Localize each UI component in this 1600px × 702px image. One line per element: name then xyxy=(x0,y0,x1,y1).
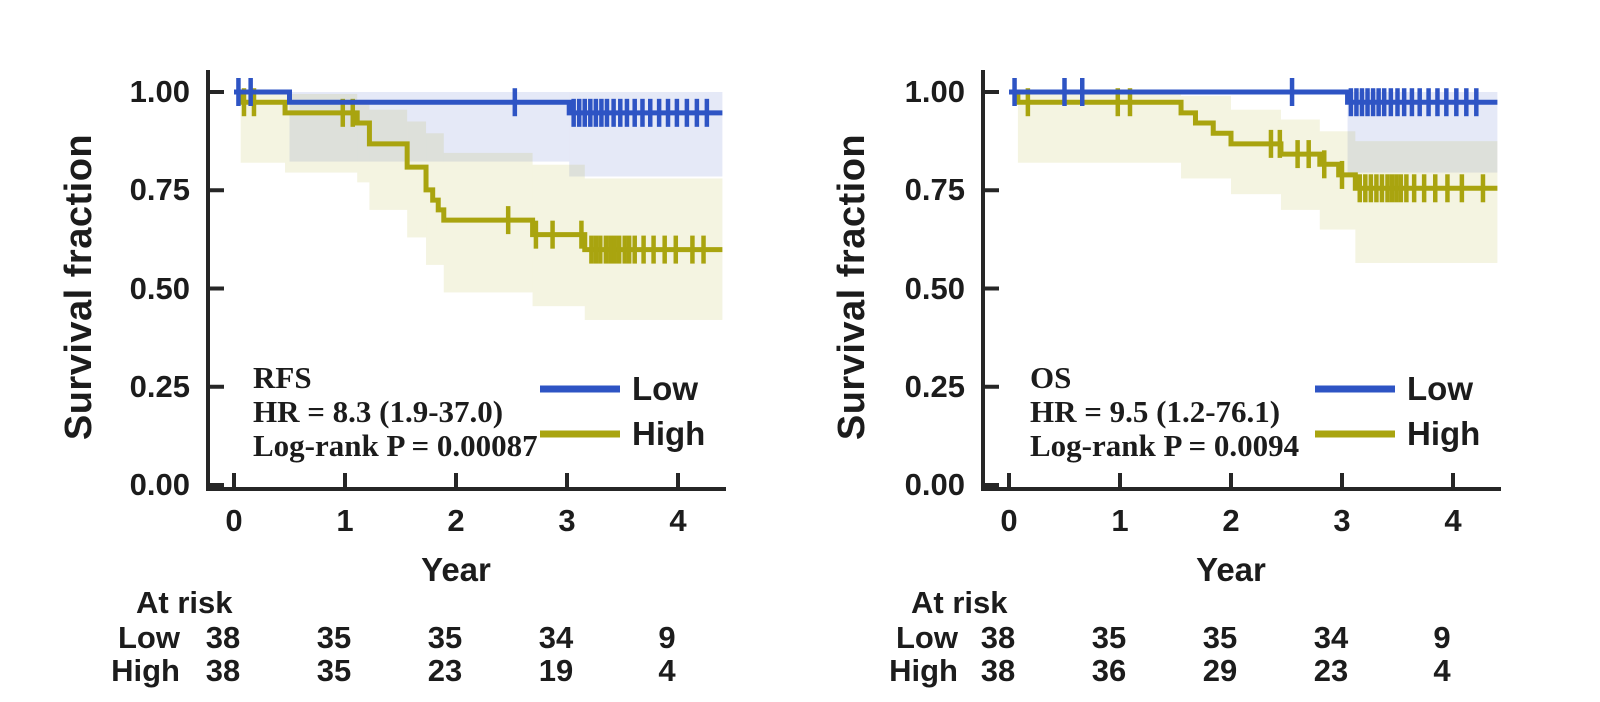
high-ci-band xyxy=(1231,109,1281,195)
y-tick-label: 0.00 xyxy=(904,467,965,502)
km-panel-rfs: Survival fraction Year RFS HR = 8.3 (1.9… xyxy=(58,70,726,688)
at-risk-row-label-low: Low xyxy=(896,620,958,655)
high-ci-band xyxy=(443,152,533,293)
x-tick-label: 1 xyxy=(1111,503,1129,538)
y-tick-label: 0.50 xyxy=(904,270,965,306)
survival-plot-os xyxy=(981,70,1501,491)
at-risk-count: 29 xyxy=(1202,653,1238,688)
y-tick-label: 0.75 xyxy=(904,172,965,208)
at-risk-count: 34 xyxy=(1313,620,1349,655)
at-risk-count: 38 xyxy=(980,653,1016,688)
at-risk-heading: At risk xyxy=(136,585,233,620)
y-tick-label: 0.75 xyxy=(129,172,190,208)
at-risk-count: 34 xyxy=(538,620,574,655)
high-ci-band xyxy=(407,121,427,238)
x-tick-label: 2 xyxy=(447,503,465,538)
at-risk-count: 9 xyxy=(658,620,676,655)
x-tick-label: 1 xyxy=(336,503,354,538)
high-survival-curve xyxy=(1009,89,1498,191)
legend-label-low: Low xyxy=(1407,370,1473,407)
y-tick-label: 0.25 xyxy=(129,368,190,404)
x-tick-label: 3 xyxy=(1333,503,1351,538)
x-tick-label: 4 xyxy=(1444,503,1462,538)
at-risk-row-label-low: Low xyxy=(118,620,180,655)
y-tick-label: 0.25 xyxy=(904,368,965,404)
high-ci-band xyxy=(357,99,370,183)
high-ci-band xyxy=(1319,131,1356,230)
high-ci-band xyxy=(369,109,408,210)
at-risk-count: 35 xyxy=(427,620,463,655)
legend-label-low: Low xyxy=(632,370,698,407)
km-panel-os: Survival fraction Year OS HR = 9.5 (1.2-… xyxy=(800,0,1600,702)
x-tick-label: 2 xyxy=(1222,503,1240,538)
axes xyxy=(206,70,726,491)
low-censor-ticks xyxy=(1012,78,1479,117)
at-risk-count: 23 xyxy=(427,653,463,688)
y-tick-label: 0.00 xyxy=(129,467,190,502)
at-risk-count: 38 xyxy=(205,653,241,688)
x-tick-label: 0 xyxy=(1000,503,1018,538)
low-censor-ticks xyxy=(236,78,710,127)
x-tick-label: 3 xyxy=(558,503,576,538)
hazard-ratio-text: HR = 8.3 (1.9-37.0) xyxy=(253,394,504,429)
at-risk-count: 4 xyxy=(658,653,676,688)
logrank-p-text: Log-rank P = 0.0094 xyxy=(1030,428,1300,463)
at-risk-count: 19 xyxy=(538,653,574,688)
at-risk-count: 38 xyxy=(980,620,1016,655)
at-risk-count: 35 xyxy=(316,620,352,655)
high-survival-curve xyxy=(234,89,723,253)
hazard-ratio-text: HR = 9.5 (1.2-76.1) xyxy=(1030,394,1281,429)
low-survival-curve xyxy=(1009,89,1498,105)
high-censor-ticks xyxy=(1025,88,1486,203)
legend-label-high: High xyxy=(1407,415,1481,452)
high-censor-ticks xyxy=(241,88,706,264)
at-risk-count: 35 xyxy=(1091,620,1127,655)
x-tick-label: 4 xyxy=(669,503,687,538)
x-axis-title: Year xyxy=(1196,551,1266,588)
y-tick-label: 0.50 xyxy=(129,270,190,306)
at-risk-heading: At risk xyxy=(911,585,1008,620)
survival-plot-rfs xyxy=(206,70,726,491)
at-risk-count: 36 xyxy=(1091,653,1127,688)
at-risk-count: 23 xyxy=(1313,653,1349,688)
endpoint-label: OS xyxy=(1030,360,1072,395)
at-risk-row-label-high: High xyxy=(111,653,180,688)
x-axis-title: Year xyxy=(421,551,491,588)
high-ci-band xyxy=(1280,119,1320,210)
legend-label-high: High xyxy=(632,415,706,452)
endpoint-label: RFS xyxy=(253,360,312,395)
at-risk-row-label-high: High xyxy=(889,653,958,688)
at-risk-count: 38 xyxy=(205,620,241,655)
high-ci-band xyxy=(1181,95,1231,179)
at-risk-count: 35 xyxy=(316,653,352,688)
axes xyxy=(981,70,1501,491)
x-tick-label: 0 xyxy=(225,503,243,538)
y-tick-label: 1.00 xyxy=(904,74,965,109)
y-tick-label: 1.00 xyxy=(129,74,190,109)
at-risk-count: 9 xyxy=(1433,620,1451,655)
high-ci-band xyxy=(285,93,358,173)
logrank-p-text: Log-rank P = 0.00087 xyxy=(253,428,538,463)
at-risk-count: 35 xyxy=(1202,620,1238,655)
at-risk-count: 4 xyxy=(1433,653,1451,688)
